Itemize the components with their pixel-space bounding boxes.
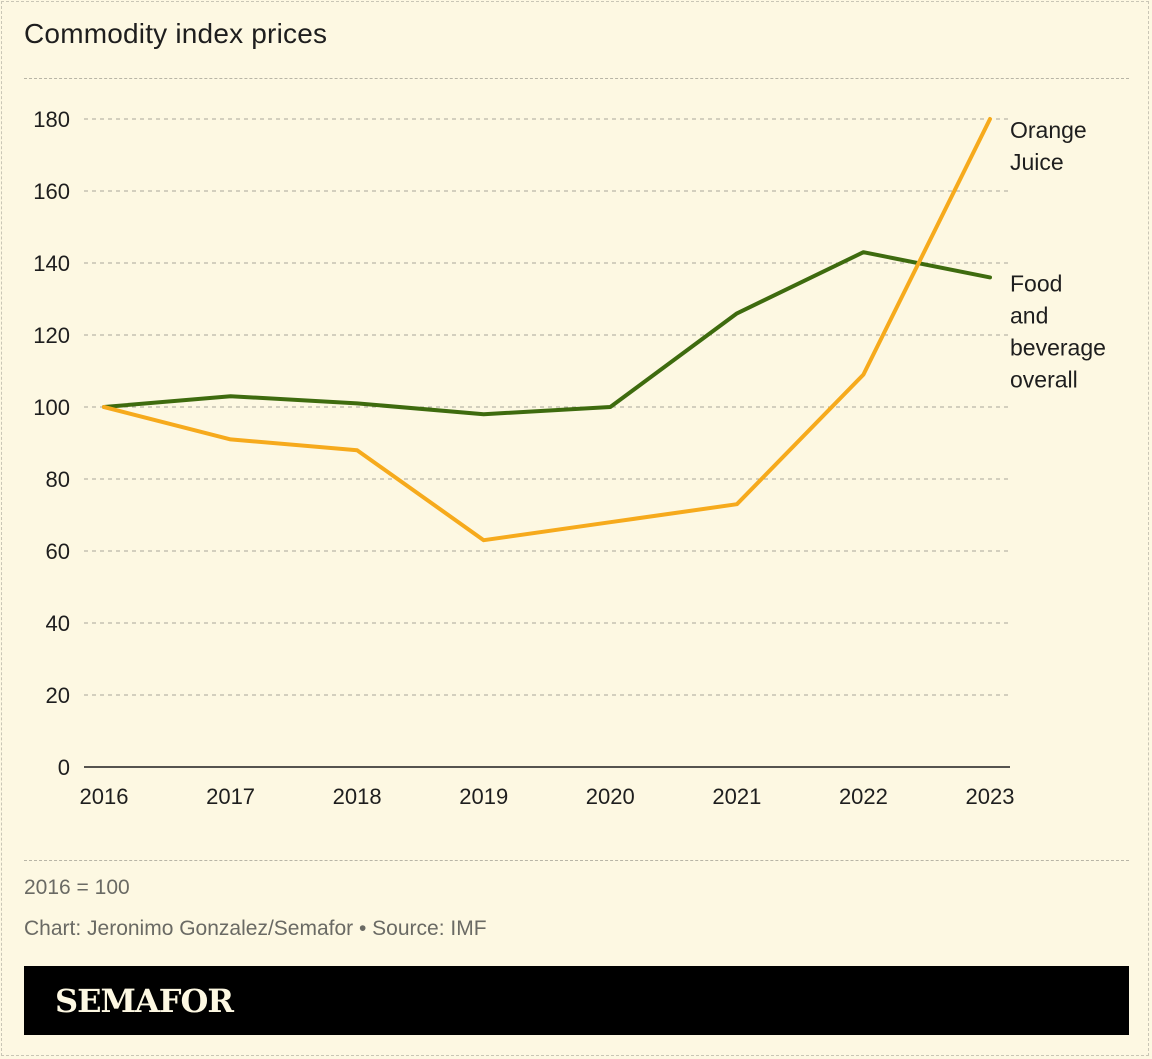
series-label-line: Juice	[1010, 149, 1064, 175]
series-line-food-and-beverage-overall	[102, 250, 992, 417]
y-tick-label: 140	[33, 251, 70, 276]
header-divider	[24, 78, 1129, 79]
y-tick-label: 100	[33, 395, 70, 420]
series-label-orange-juice: Orange Juice	[1010, 117, 1087, 175]
semafor-logo: SEMAFOR	[55, 982, 234, 1020]
y-tick-label: 60	[46, 539, 70, 564]
source-credit: Chart: Jeronimo Gonzalez/Semafor • Sourc…	[24, 917, 487, 940]
index-note: 2016 = 100	[24, 876, 130, 899]
y-tick-label: 0	[58, 755, 70, 780]
x-tick-label: 2018	[333, 784, 382, 809]
x-tick-label: 2016	[80, 784, 129, 809]
y-tick-label: 120	[33, 323, 70, 348]
line-chart: 0 20 40 60 80 100 120 140 160 180 2016 2017 2018 2019…	[33, 107, 1106, 809]
y-tick-label: 40	[46, 611, 70, 636]
series-label-food-and-beverage-overall: Food and beverage overall	[1010, 270, 1106, 392]
series-label-line: Food	[1010, 270, 1062, 296]
series-label-line: Orange	[1010, 117, 1087, 143]
y-tick-label: 160	[33, 179, 70, 204]
x-tick-label: 2020	[586, 784, 635, 809]
x-tick-label: 2017	[206, 784, 255, 809]
y-tick-label: 80	[46, 467, 70, 492]
y-tick-label: 20	[46, 683, 70, 708]
brand-bar: SEMAFOR	[24, 966, 1129, 1035]
x-tick-label: 2019	[459, 784, 508, 809]
chart-title: Commodity index prices	[24, 18, 328, 49]
series-line-orange-juice	[102, 117, 992, 543]
y-tick-label: 180	[33, 107, 70, 132]
series-label-line: and	[1010, 302, 1048, 328]
x-tick-label: 2022	[839, 784, 888, 809]
x-tick-label: 2023	[966, 784, 1015, 809]
series-label-line: overall	[1010, 366, 1078, 392]
series-label-line: beverage	[1010, 334, 1106, 360]
x-tick-label: 2021	[712, 784, 761, 809]
footer-divider	[24, 860, 1129, 861]
